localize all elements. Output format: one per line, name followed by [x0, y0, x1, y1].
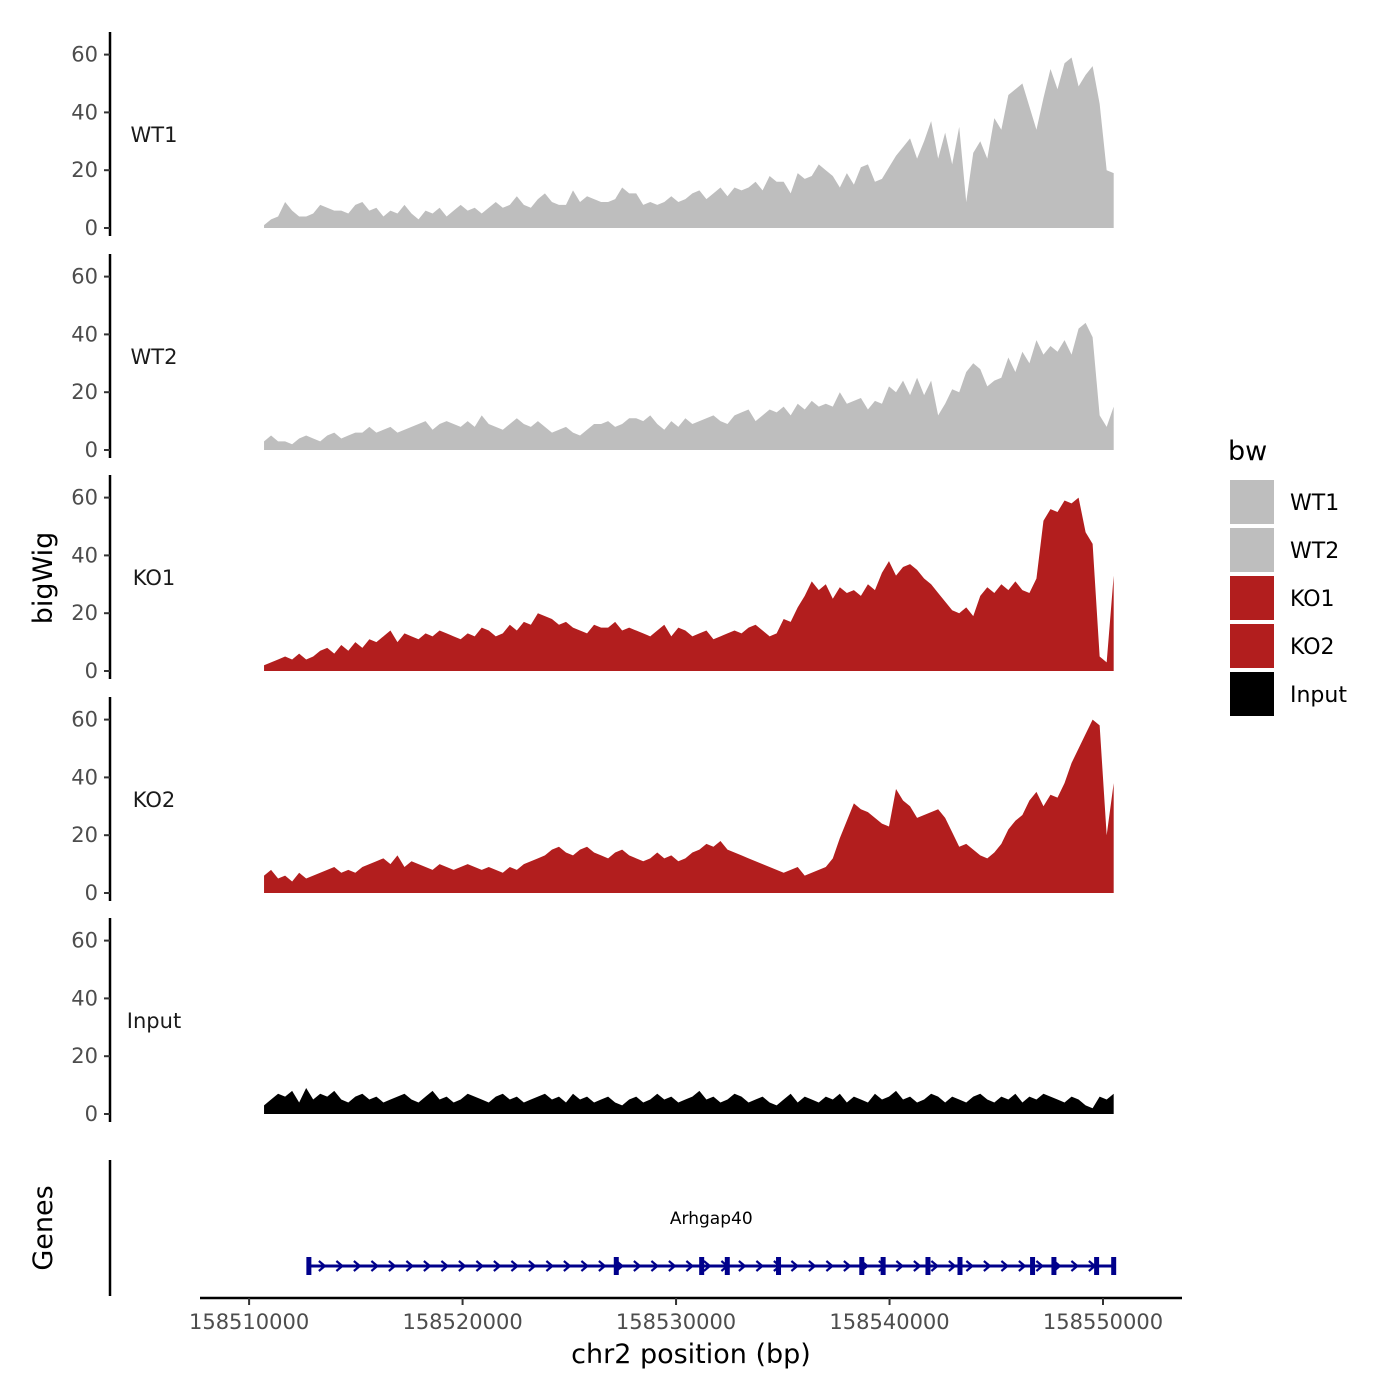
- y-tick-label-Input-40: 40: [71, 986, 98, 1010]
- y-tick-label-WT1-20: 20: [71, 158, 98, 182]
- x-tick-label-158510000: 158510000: [189, 1310, 309, 1334]
- y-tick-label-WT1-0: 0: [85, 216, 98, 240]
- y-tick-label-KO1-60: 60: [71, 486, 98, 510]
- y-axis-title: bigWig: [28, 532, 59, 625]
- gene-exon-1: [614, 1257, 619, 1275]
- x-tick-label-158540000: 158540000: [829, 1310, 949, 1334]
- y-tick-label-KO2-20: 20: [71, 823, 98, 847]
- gene-exon-4: [776, 1257, 781, 1275]
- gene-exon-0: [306, 1257, 311, 1275]
- chart-root: 0 20 40 60 WT1 0 20 40 60 WT2 0 20 40 60 KO1 0 20 40 60 KO2…: [0, 0, 1400, 1400]
- gene-exon-5: [859, 1257, 864, 1275]
- genome-track-chart: 0 20 40 60 WT1 0 20 40 60 WT2 0 20 40 60 KO1 0 20 40 60 KO2…: [0, 0, 1400, 1400]
- legend-swatch-WT2: [1230, 528, 1274, 572]
- signal-area-KO1: [264, 498, 1114, 671]
- x-tick-label-158550000: 158550000: [1043, 1310, 1163, 1334]
- gene-exon-7: [925, 1257, 930, 1275]
- gene-exon-8: [957, 1257, 962, 1275]
- legend-label-KO1: KO1: [1290, 587, 1335, 612]
- y-tick-label-Input-0: 0: [85, 1102, 98, 1126]
- gene-exon-2: [699, 1257, 704, 1275]
- track-label-Input: Input: [127, 1009, 181, 1033]
- x-tick-label-158520000: 158520000: [402, 1310, 522, 1334]
- gene-exon-11: [1094, 1257, 1099, 1275]
- y-tick-label-Input-60: 60: [71, 929, 98, 953]
- legend-label-WT2: WT2: [1290, 539, 1339, 564]
- track-label-KO2: KO2: [133, 788, 176, 812]
- legend-title: bw: [1228, 436, 1267, 467]
- gene-name-label: Arhgap40: [670, 1209, 753, 1229]
- y-tick-label-WT2-20: 20: [71, 380, 98, 404]
- y-tick-label-WT2-0: 0: [85, 438, 98, 462]
- y-tick-label-WT2-40: 40: [71, 322, 98, 346]
- signal-area-KO2: [264, 720, 1114, 893]
- gene-exon-12: [1111, 1257, 1116, 1275]
- signal-area-WT1: [264, 57, 1114, 228]
- y-tick-label-WT1-60: 60: [71, 43, 98, 67]
- legend-swatch-KO2: [1230, 624, 1274, 668]
- track-label-WT2: WT2: [131, 345, 178, 369]
- y-tick-label-Input-20: 20: [71, 1044, 98, 1068]
- x-axis-title: chr2 position (bp): [571, 1339, 811, 1370]
- gene-exon-3: [725, 1257, 730, 1275]
- signal-area-WT2: [264, 323, 1114, 450]
- y-tick-label-KO2-60: 60: [71, 708, 98, 732]
- legend-swatch-KO1: [1230, 576, 1274, 620]
- gene-exon-6: [881, 1257, 886, 1275]
- track-label-KO1: KO1: [133, 566, 176, 590]
- signal-area-Input: [264, 1088, 1114, 1114]
- legend-label-WT1: WT1: [1290, 491, 1339, 516]
- legend-label-KO2: KO2: [1290, 635, 1335, 660]
- gene-exon-10: [1051, 1257, 1056, 1275]
- y-tick-label-KO1-0: 0: [85, 659, 98, 683]
- y-tick-label-KO2-0: 0: [85, 881, 98, 905]
- y-tick-label-WT1-40: 40: [71, 100, 98, 124]
- gene-exon-9: [1030, 1257, 1035, 1275]
- x-tick-label-158530000: 158530000: [616, 1310, 736, 1334]
- gene-panel-title: Genes: [28, 1185, 59, 1270]
- legend-swatch-WT1: [1230, 480, 1274, 524]
- track-label-WT1: WT1: [131, 123, 178, 147]
- y-tick-label-WT2-60: 60: [71, 265, 98, 289]
- y-tick-label-KO1-40: 40: [71, 543, 98, 567]
- y-tick-label-KO2-40: 40: [71, 765, 98, 789]
- legend-label-Input: Input: [1290, 683, 1347, 708]
- y-tick-label-KO1-20: 20: [71, 601, 98, 625]
- legend-swatch-Input: [1230, 672, 1274, 716]
